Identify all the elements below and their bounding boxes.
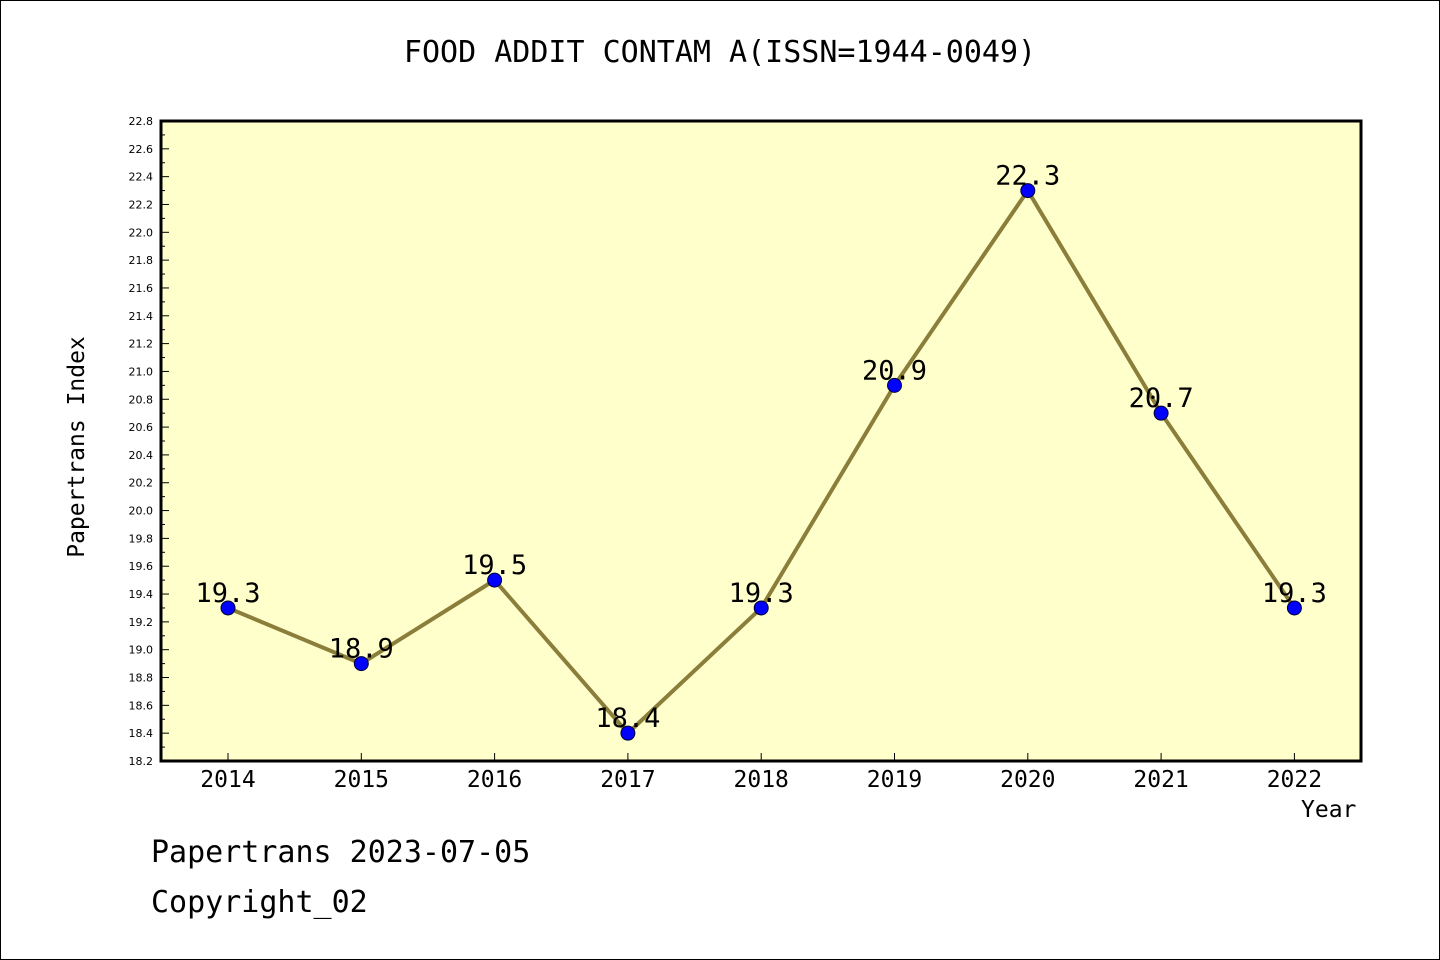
data-point [620, 725, 636, 741]
footer-date-text: Papertrans 2023-07-05 [151, 835, 531, 870]
x-tick-label: 2014 [200, 767, 255, 793]
data-point [1153, 405, 1169, 421]
y-tick-label: 22.6 [129, 143, 154, 156]
data-point [753, 600, 769, 616]
y-axis-label: Papertrans Index [64, 336, 90, 558]
x-tick-label: 2020 [1000, 767, 1055, 793]
y-tick-label: 19.6 [129, 560, 154, 573]
y-tick-label: 21.4 [129, 310, 154, 323]
y-tick-label: 22.4 [129, 171, 154, 184]
y-tick-label: 20.2 [129, 477, 154, 490]
data-point [220, 600, 236, 616]
y-tick-label: 22.0 [129, 226, 154, 239]
y-tick-label: 21.6 [129, 282, 154, 295]
y-tick-label: 18.2 [129, 755, 154, 768]
chart-title: FOOD ADDIT CONTAM A(ISSN=1944-0049) [403, 35, 1037, 70]
y-tick-label: 19.0 [129, 644, 154, 657]
y-tick-label: 22.2 [129, 198, 154, 211]
y-tick-label: 20.0 [129, 505, 154, 518]
data-point [1020, 183, 1036, 199]
data-label: 19.5 [462, 550, 527, 581]
plot-background [161, 121, 1361, 761]
data-label: 20.9 [862, 355, 927, 386]
y-tick-label: 19.2 [129, 616, 154, 629]
x-tick-label: 2021 [1133, 767, 1188, 793]
y-tick-label: 20.8 [129, 393, 154, 406]
y-tick-label: 18.4 [129, 727, 154, 740]
plot-border [159, 119, 1363, 763]
y-tick-label: 21.2 [129, 338, 154, 351]
y-tick-label: 18.8 [129, 672, 154, 685]
data-label: 19.3 [729, 578, 794, 609]
y-tick-label: 21.0 [129, 365, 154, 378]
data-label: 20.7 [1129, 383, 1194, 414]
x-tick-label: 2019 [867, 767, 922, 793]
y-tick-label: 20.4 [129, 449, 154, 462]
y-tick-label: 20.6 [129, 421, 154, 434]
x-tick-label: 2022 [1267, 767, 1322, 793]
data-label: 19.3 [1262, 578, 1327, 609]
y-tick-label: 21.8 [129, 254, 154, 267]
x-tick-label: 2016 [467, 767, 522, 793]
footer-copyright-text: Copyright_02 [151, 885, 368, 920]
data-point [1286, 600, 1302, 616]
x-tick-label: 2017 [600, 767, 655, 793]
data-point [887, 377, 902, 393]
data-label: 19.3 [195, 578, 260, 609]
y-tick-label: 22.8 [129, 115, 154, 128]
data-point [353, 656, 369, 672]
y-tick-label: 19.4 [129, 588, 154, 601]
y-tick-label: 18.6 [129, 699, 154, 712]
x-tick-label: 2015 [334, 767, 389, 793]
data-label: 22.3 [995, 161, 1060, 192]
y-tick-label: 19.8 [129, 532, 154, 545]
x-tick-label: 2018 [734, 767, 789, 793]
data-point [487, 572, 503, 588]
data-label: 18.4 [595, 703, 660, 734]
data-label: 18.9 [329, 634, 394, 665]
x-axis-label: Year [1301, 797, 1357, 823]
